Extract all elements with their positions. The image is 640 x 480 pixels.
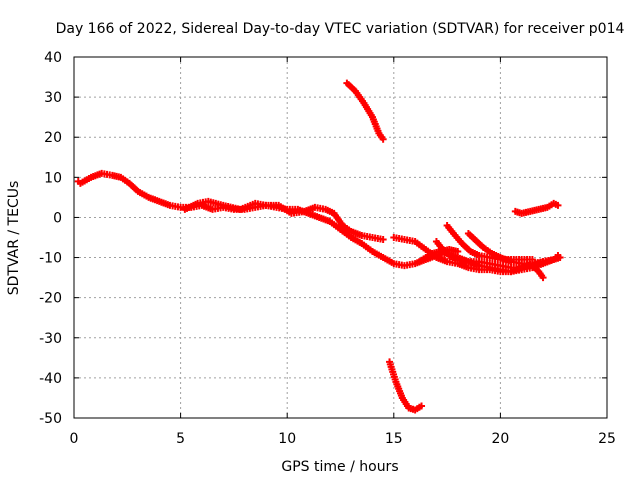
series-arc-3	[343, 79, 387, 143]
data-point	[539, 274, 547, 282]
data-point	[550, 256, 558, 264]
y-tick-label: -40	[39, 371, 62, 387]
plot-area	[74, 79, 564, 414]
x-tick-label: 15	[385, 431, 403, 447]
x-tick-label: 10	[278, 431, 296, 447]
y-tick-label: -50	[39, 411, 62, 427]
data-point	[379, 135, 387, 143]
series-arc-10	[415, 246, 462, 266]
x-tick-label: 0	[70, 431, 79, 447]
grid	[74, 57, 607, 418]
data-point	[554, 201, 562, 209]
x-tick-label: 25	[598, 431, 616, 447]
x-tick-label: 5	[176, 431, 185, 447]
y-tick-label: 10	[44, 170, 62, 186]
y-tick-label: 40	[44, 50, 62, 66]
chart-title: Day 166 of 2022, Sidereal Day-to-day VTE…	[56, 21, 625, 37]
x-axis-label: GPS time / hours	[281, 459, 398, 475]
data-point	[379, 236, 387, 244]
axes: 0 5 10 15 20 25 -50 -40 -30 -20 -10 0 10 20 30 40	[39, 50, 616, 447]
y-axis-label: SDTVAR / TECUs	[6, 181, 22, 296]
series-arc-4	[386, 358, 426, 414]
data-point	[418, 402, 426, 410]
y-tick-label: 20	[44, 130, 62, 146]
data-point	[554, 252, 562, 260]
y-tick-label: 0	[53, 210, 62, 226]
y-tick-label: -30	[39, 331, 62, 347]
x-tick-label: 20	[491, 431, 509, 447]
y-tick-label: -10	[39, 251, 62, 267]
y-tick-label: -20	[39, 291, 62, 307]
series-arc-6	[432, 238, 558, 272]
y-tick-label: 30	[44, 90, 62, 106]
plot-frame	[73, 56, 608, 419]
series-arc-2	[181, 197, 387, 244]
series-arc-9	[511, 199, 562, 217]
series-arc-8	[464, 229, 547, 282]
data-point	[528, 256, 536, 264]
data-point	[454, 248, 462, 256]
